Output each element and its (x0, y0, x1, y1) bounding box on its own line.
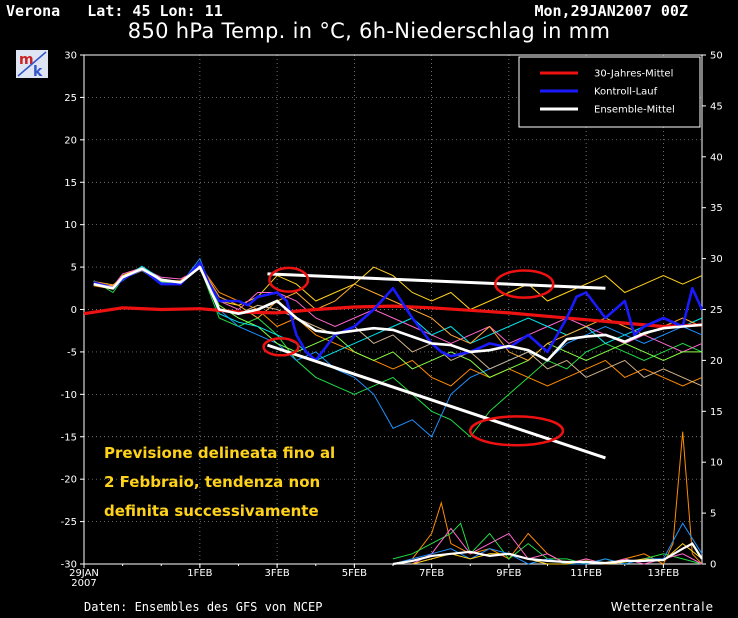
y-right-tick-label: 30 (710, 254, 723, 265)
y-left-tick-label: 30 (64, 51, 77, 62)
location-label: Verona Lat: 45 Lon: 11 (6, 2, 223, 20)
legend: 30-Jahres-Mittel Kontroll-Lauf Ensemble-Mi… (518, 56, 701, 128)
y-left-tick-label: 10 (64, 220, 77, 231)
ensemble-member-line (93, 261, 703, 311)
brand-name: Wetterzentrale (610, 600, 714, 614)
ensemble-member-line (93, 257, 703, 438)
annotation-line: definita successivamente (104, 502, 319, 520)
annotation-text: Previsione delineata fino al 2 Febbraio, … (104, 444, 335, 520)
x-tick-label: 7FEB (419, 568, 444, 579)
trend-line (266, 343, 606, 460)
y-right-tick-label: 10 (710, 458, 723, 469)
x-tick-label: 1FEB (187, 568, 212, 579)
series-line (93, 261, 704, 362)
x-tick-label: 3FEB (264, 568, 289, 579)
y-right-tick-label: 40 (710, 152, 723, 163)
x-tick-sublabel: 2007 (71, 578, 96, 589)
x-tick-label: 5FEB (342, 568, 367, 579)
x-tick-label: 29JAN (69, 568, 99, 579)
precipitation-series (392, 431, 703, 566)
data-source: Daten: Ensembles des GFS von NCEP (84, 600, 323, 614)
meteo-logo-icon: m k (16, 50, 48, 80)
run-time-label: Mon,29JAN2007 00Z (534, 2, 688, 20)
y-right-tick-label: 45 (710, 101, 723, 112)
highlight-ellipse (468, 415, 565, 447)
y-left-tick-label: 20 (64, 135, 77, 146)
y-right-tick-label: 50 (710, 51, 723, 62)
y-right-tick-label: 35 (710, 203, 723, 214)
y-left-tick-label: 5 (71, 263, 77, 274)
ensemble-member-line (93, 264, 703, 387)
annotation-line: Previsione delineata fino al (104, 444, 335, 462)
y-left-tick-label: -10 (61, 390, 77, 401)
y-right-tick-label: 20 (710, 356, 723, 367)
legend-entry: Ensemble-Mittel (594, 105, 675, 116)
highlight-ellipse (268, 266, 310, 293)
x-tick-label: 13FEB (648, 568, 680, 579)
precip-line (392, 522, 703, 565)
series-line (83, 304, 703, 329)
ensemble-member-series (93, 257, 703, 438)
legend-entry: 30-Jahres-Mittel (594, 69, 673, 80)
y-right-tick-label: 25 (710, 305, 723, 316)
svg-text:k: k (33, 64, 43, 78)
grid-lines (84, 55, 702, 564)
y-left-tick-label: 25 (64, 93, 77, 104)
y-left-tick-label: -30 (61, 560, 77, 571)
ensemble-member-line (93, 266, 703, 387)
y-left-tick-label: 15 (64, 178, 77, 189)
annotation-line: 2 Febbraio, tendenza non (104, 473, 320, 491)
tick-labels: -30 -25 -20 -15 -10 -5 0 5 10 15 20 25 30 0 5 10 15 20 25 3… (61, 51, 723, 590)
annotations (262, 266, 606, 460)
y-left-tick-label: -25 (61, 517, 77, 528)
main-series (83, 261, 704, 362)
y-left-tick-label: -20 (61, 475, 77, 486)
legend-entry: Kontroll-Lauf (594, 87, 658, 98)
svg-text:m: m (19, 52, 34, 68)
y-left-tick-label: -5 (67, 347, 77, 358)
x-tick-label: 11FEB (570, 568, 602, 579)
y-left-tick-label: 0 (71, 305, 77, 316)
precip-line (392, 542, 703, 566)
y-right-tick-label: 15 (710, 407, 723, 418)
trend-line (267, 272, 606, 290)
y-left-tick-label: -15 (61, 432, 77, 443)
highlight-ellipse (262, 337, 300, 357)
chart-title: 850 hPa Temp. in °C, 6h-Niederschlag in … (127, 19, 611, 43)
x-tick-label: 9FEB (496, 568, 521, 579)
series-line (93, 265, 703, 362)
precip-line (392, 522, 703, 565)
y-right-tick-label: 5 (710, 509, 716, 520)
y-right-tick-label: 0 (710, 560, 716, 571)
highlight-ellipse (494, 269, 555, 299)
